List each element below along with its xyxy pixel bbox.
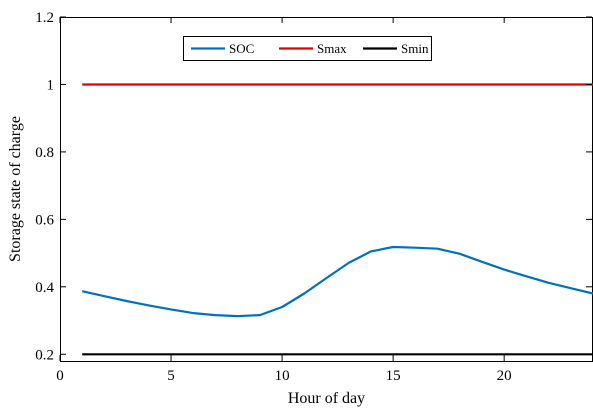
y-tick-label: 0.6 <box>35 212 54 228</box>
legend: SOC Smax Smin <box>183 36 432 61</box>
series-layer <box>81 83 593 356</box>
y-tick-label: 1.2 <box>35 10 54 26</box>
legend-label-smin: Smin <box>401 41 429 56</box>
x-axis-label: Hour of day <box>288 390 365 407</box>
legend-label-soc: SOC <box>229 41 254 56</box>
plot-frame <box>60 17 593 362</box>
y-tick-label: 0.4 <box>35 280 54 296</box>
legend-label-smax: Smax <box>317 41 347 56</box>
y-tick-label: 0.2 <box>35 347 54 363</box>
x-tick-label: 10 <box>275 368 290 384</box>
y-tick-label: 0.8 <box>35 145 54 161</box>
x-tick-label: 15 <box>386 368 401 384</box>
series-line-soc <box>81 245 593 318</box>
x-tick-label: 20 <box>497 368 512 384</box>
x-tick-label: 5 <box>167 368 175 384</box>
x-tick-label: 0 <box>56 368 64 384</box>
x-axis-ticks: 0 5 10 15 20 <box>56 17 512 384</box>
y-axis-label: Storage state of charge <box>7 116 24 262</box>
y-axis-ticks: 0.2 0.4 0.6 0.8 1 1.2 <box>35 10 592 363</box>
plot-area <box>60 17 593 362</box>
y-tick-label: 1 <box>47 77 55 93</box>
